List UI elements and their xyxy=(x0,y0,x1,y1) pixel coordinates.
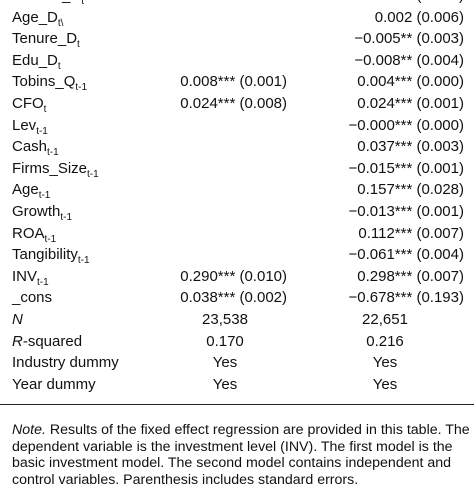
row-label: Growtht-1 xyxy=(12,203,72,227)
row-label: Age_Dt\ xyxy=(12,9,63,33)
value-cell: 0.037*** (0.003) xyxy=(357,138,464,156)
row-label: N xyxy=(12,311,23,329)
row-label: Casht-1 xyxy=(12,138,59,162)
label-italic: N xyxy=(12,311,23,328)
value-cell: −0.008** (0.004) xyxy=(354,51,464,69)
label-text: Tobins_Q xyxy=(12,73,76,91)
row-label: Edu_Dt xyxy=(12,52,61,76)
label-subscript: t-1 xyxy=(37,276,49,288)
label-text: Year dummy xyxy=(12,375,96,393)
value-cell: 0.008*** (0.001) xyxy=(180,73,287,91)
label-text: Industry dummy xyxy=(12,354,119,372)
row-label: Industry dummy xyxy=(12,354,119,372)
note-text: Results of the fixed effect regression a… xyxy=(12,422,470,488)
label-subscript: t-1 xyxy=(77,255,90,267)
value-cell: Yes xyxy=(372,375,398,393)
label-text: Tangibility xyxy=(12,246,78,264)
value-cell: −0.000*** (0.000) xyxy=(348,116,464,134)
value-cell: 0.004*** (0.000) xyxy=(357,73,464,91)
row-label: Gender_Dt xyxy=(12,0,84,11)
value-cell: Yes xyxy=(372,354,398,372)
table-note: Note. Results of the fixed effect regres… xyxy=(12,422,470,488)
label-text: Edu_D xyxy=(12,51,58,69)
label-subscript: t-1 xyxy=(38,190,51,202)
note-lead: Note. xyxy=(12,422,46,438)
label-text: CFO xyxy=(12,95,44,112)
row-label: R-squared xyxy=(12,333,82,351)
label-subscript: t\ xyxy=(57,17,64,29)
row-label: CFOt xyxy=(12,95,46,119)
value-cell: Yes xyxy=(212,354,238,372)
label-text: Tenure_D xyxy=(12,30,78,48)
label-italic: R xyxy=(12,332,23,350)
value-cell: 0.024*** (0.001) xyxy=(357,95,464,112)
value-cell: −0.015*** (0.001) xyxy=(348,159,464,177)
label-text: Firms_Size xyxy=(12,159,88,177)
value-cell: 0.290*** (0.010) xyxy=(180,267,287,285)
label-text: _cons xyxy=(12,289,53,307)
label-text: Age_D xyxy=(12,8,58,26)
value-cell: 23,538 xyxy=(202,311,248,328)
row-label: _cons xyxy=(12,289,52,307)
label-text: Cash xyxy=(12,138,48,156)
label-text: INV xyxy=(12,267,38,285)
label-text: Growth xyxy=(12,203,61,220)
label-subscript: t-1 xyxy=(44,233,57,245)
value-cell: 0.038*** (0.002) xyxy=(180,289,287,307)
value-cell: 22,651 xyxy=(362,311,408,328)
value-cell: Yes xyxy=(212,375,238,393)
value-cell: −0.005** (0.003) xyxy=(354,30,464,48)
value-cell: 0.170 xyxy=(206,332,244,350)
label-text: Gender_D xyxy=(12,0,81,4)
value-cell: −0.013*** (0.001) xyxy=(348,203,464,220)
value-cell: 0.157*** (0.028) xyxy=(357,181,464,199)
label-text: ROA xyxy=(12,224,45,242)
label-subscript: t-1 xyxy=(87,168,99,180)
label-text: -squared xyxy=(22,332,83,350)
row-label: Tenure_Dt xyxy=(12,30,80,54)
value-cell: −0.678*** (0.193) xyxy=(348,289,464,307)
table-rule xyxy=(0,404,474,405)
row-label: Aget-1 xyxy=(12,181,50,205)
row-label: ROAt-1 xyxy=(12,225,56,249)
label-text: Lev xyxy=(12,116,37,134)
value-cell: 0.002 (0.006) xyxy=(374,8,464,26)
row-label: Levt-1 xyxy=(12,117,48,141)
label-subscript: t-1 xyxy=(60,212,73,223)
label-text: Age xyxy=(12,181,39,199)
value-cell: 0.112*** (0.007) xyxy=(358,224,464,242)
value-cell: −0.061*** (0.004) xyxy=(348,246,464,264)
label-subscript: t-1 xyxy=(47,147,59,159)
label-subscript: t xyxy=(81,0,84,7)
row-label: Tobins_Qt-1 xyxy=(12,73,87,97)
label-subscript: t xyxy=(57,60,61,72)
label-subscript: t xyxy=(43,104,47,115)
row-label: Firms_Sizet-1 xyxy=(12,160,99,184)
row-label: INVt-1 xyxy=(12,268,49,292)
row-label: Year dummy xyxy=(12,376,96,394)
value-cell: 0.298*** (0.007) xyxy=(357,267,464,285)
label-subscript: t-1 xyxy=(75,82,88,94)
value-cell: 0.216 xyxy=(366,332,404,350)
label-subscript: t-1 xyxy=(36,125,48,137)
row-label: Tangibilityt-1 xyxy=(12,246,90,270)
value-cell: −0.001 (0.000) xyxy=(366,0,464,5)
label-subscript: t xyxy=(77,39,80,51)
value-cell: 0.024*** (0.008) xyxy=(180,95,287,112)
